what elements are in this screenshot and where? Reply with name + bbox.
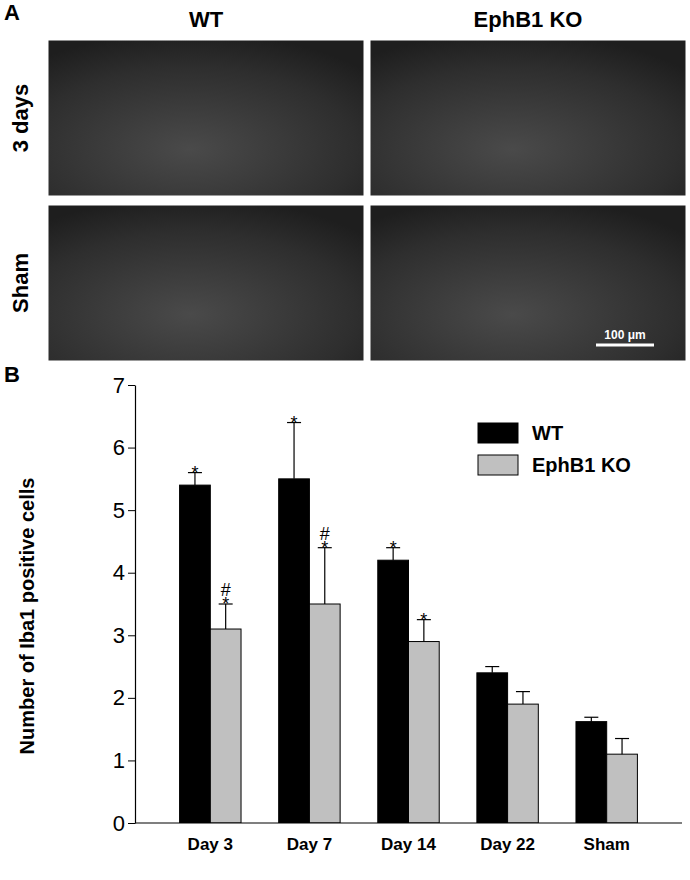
y-tick-label: 3 [113,623,125,648]
y-tick-mark [128,510,135,511]
bar [477,673,508,823]
significance-mark: # [320,524,330,544]
bar [309,604,340,823]
error-bar [485,667,499,673]
significance-mark: * [390,538,397,558]
y-tick-label: 5 [113,498,125,523]
y-tick: 7 [113,373,135,398]
bar [508,704,539,823]
x-tick: Day 7 [287,823,332,854]
significance-mark: * [291,413,298,433]
significance-mark: * [191,463,198,483]
y-tick: 2 [113,685,135,710]
bar [378,560,409,823]
micrograph [48,40,364,196]
bar [210,629,241,823]
y-tick: 1 [113,748,135,773]
legend-swatch [478,423,518,443]
significance-mark: * [420,610,427,630]
plot-area [180,423,638,823]
row-label: Sham [8,253,33,313]
figure: AWTEphB1 KO3 daysSham100 μmB****#*#*0123… [0,0,690,880]
legend-swatch [478,455,518,475]
y-tick: 0 [113,811,135,836]
error-bar-stem [522,692,523,705]
x-tick-label: Day 14 [381,835,436,854]
y-tick: 6 [113,435,135,460]
bar [279,479,310,823]
y-tick-label: 2 [113,685,125,710]
bar [576,722,607,823]
micrograph [370,205,686,361]
x-tick: Sham [584,823,630,854]
error-bar-stem [621,739,622,755]
bar [409,642,440,823]
error-bar-cap [485,666,499,667]
micrograph [370,40,686,196]
x-tick-label: Day 7 [287,835,332,854]
x-tick: Day 22 [480,823,535,854]
error-bar-stem [492,667,493,673]
error-bar [615,739,629,755]
x-tick: Day 3 [188,823,233,854]
y-tick: 3 [113,623,135,648]
y-tick-label: 0 [113,811,125,836]
legend-label: WT [532,422,563,444]
x-axis: Day 3 Day 7 Day 14 Day 22 Sham [135,823,682,854]
y-tick-mark [128,448,135,449]
y-tick-label: 1 [113,748,125,773]
x-tick-label: Day 3 [188,835,233,854]
y-axis: 0 1 2 3 4 5 6 7 [113,373,136,836]
row-label: 3 days [8,84,33,153]
y-tick-mark [128,760,135,761]
significance-mark: # [221,580,231,600]
y-tick: 4 [113,560,135,585]
y-tick-mark [128,823,135,824]
y-axis-title: Number of Iba1 positive cells [16,478,38,755]
bar [607,754,638,823]
panel-label: A [4,0,20,25]
x-axis-line [135,822,682,823]
column-label: WT [189,7,224,32]
error-bar-stem [591,717,592,721]
column-label: EphB1 KO [474,7,583,32]
bar [180,485,211,823]
error-bar [516,692,530,705]
y-tick-label: 6 [113,435,125,460]
y-tick-label: 4 [113,560,125,585]
y-tick: 5 [113,498,135,523]
y-tick-mark [128,698,135,699]
error-bar-cap [615,738,629,739]
legend: WT EphB1 KO [478,422,631,476]
legend-label: EphB1 KO [532,454,631,476]
scale-bar [596,344,654,347]
y-axis-line [135,386,136,824]
scale-bar-label: 100 μm [604,328,645,342]
y-tick-mark [128,635,135,636]
annotations: ****#*#* [191,413,427,630]
x-tick-label: Sham [584,835,630,854]
x-tick-label: Day 22 [480,835,535,854]
error-bar-cap [584,717,598,718]
error-bar [584,717,598,721]
x-tick: Day 14 [381,823,436,854]
error-bar-cap [516,691,530,692]
y-tick-mark [128,385,135,386]
panel-label: B [4,362,20,387]
y-tick-label: 7 [113,373,125,398]
y-tick-mark [128,573,135,574]
micrograph [48,205,364,361]
